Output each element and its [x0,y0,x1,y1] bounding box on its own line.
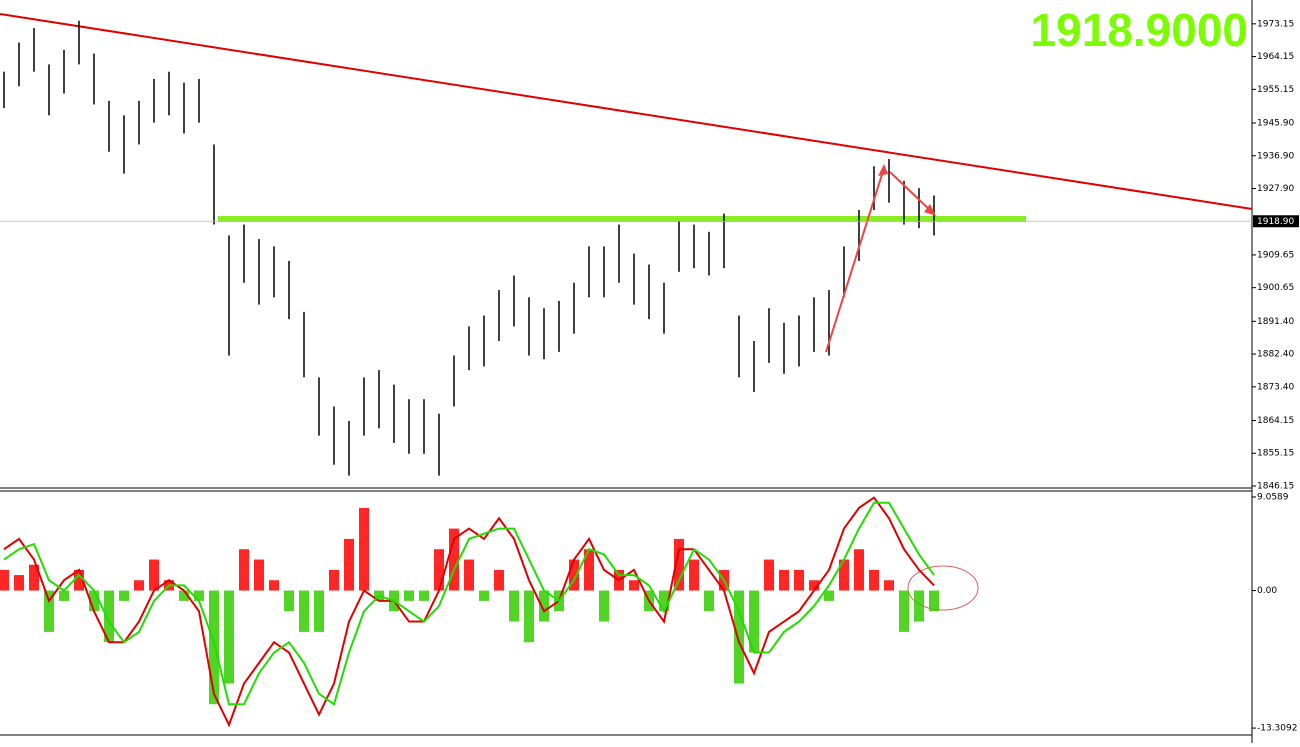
histogram-bar [779,569,789,591]
y-tick-label: 1891.40 [1257,317,1294,327]
last-price-box [1253,215,1299,228]
histogram-bar [899,590,909,632]
histogram-bar [329,569,339,591]
histogram-bar [599,590,609,622]
highlight-ellipse [907,565,979,611]
histogram-bar [299,590,309,632]
histogram-bar [239,549,249,591]
histogram-bar [659,590,669,612]
histogram-bar [434,549,444,591]
histogram-bar [929,590,939,612]
price-annotation: 1918.9000 [1031,4,1248,56]
histogram-bar [524,590,534,643]
y-tick-label: 1882.40 [1257,350,1294,360]
histogram-bar [269,580,279,591]
histogram-bar [734,590,744,684]
indicator-line [3,501,935,706]
histogram-bar [824,590,834,601]
price-bars [3,20,935,476]
histogram-bar [839,559,849,591]
histogram-bar [854,549,864,591]
arrow-up [825,167,885,353]
histogram-bar [89,590,99,612]
y-tick-label: 1927.90 [1257,184,1294,194]
arrow-head [924,204,936,216]
histogram-bar [119,590,129,601]
y-tick-label: 1855.15 [1257,449,1294,459]
histogram-bar [194,590,204,601]
y-tick-label: 1936.90 [1257,151,1294,161]
histogram-bar [59,590,69,601]
histogram-bar [209,590,219,705]
histogram-bar [569,559,579,591]
y-tick-label: 1955.15 [1257,85,1294,95]
histogram-bar [149,559,159,591]
y-tick-label: 1964.15 [1257,52,1294,62]
y-tick-label: 0.00 [1257,586,1277,596]
arrow-down [889,171,933,213]
y-tick-label: 1864.15 [1257,416,1294,426]
arrow-head [878,164,888,176]
histogram-bar [914,590,924,622]
histogram-bar [479,590,489,601]
histogram-bar [224,590,234,684]
histogram-bar [419,590,429,601]
last-price-label: 1918.90 [1257,217,1294,227]
histogram-bar [74,569,84,591]
histogram-bar [539,590,549,622]
indicator-line [3,496,935,728]
histogram-bar [794,569,804,591]
histogram-bar [584,549,594,591]
trend-line [0,13,1253,210]
histogram-bar [869,569,879,591]
y-tick-label: 1873.40 [1257,382,1294,392]
histogram-bar [674,538,684,591]
histogram-bar [134,580,144,591]
y-tick-label: 9.0589 [1257,492,1289,502]
y-tick-label: 1900.65 [1257,283,1294,293]
histogram-bar [254,559,264,591]
y-tick-label: 1909.65 [1257,250,1294,260]
histogram-bar [884,580,894,591]
histogram-bar [104,590,114,643]
histogram-bar [464,559,474,591]
y-tick-label: -13.3092 [1257,724,1297,734]
histogram-bar [749,590,759,653]
histogram-bar [44,590,54,632]
histogram-bar [179,590,189,601]
histogram-bar [494,569,504,591]
histogram-bar [509,590,519,622]
plot-area [0,0,1252,743]
histogram-bar [29,564,39,591]
histogram-bar [764,559,774,591]
histogram-bar [0,569,9,591]
histogram-bar [14,575,24,591]
histogram-bar [284,590,294,612]
histogram-bar [689,559,699,591]
histogram-bar [809,580,819,591]
y-tick-label: 1973.15 [1257,19,1294,29]
histogram-bar [359,507,369,591]
histogram-bar [404,590,414,601]
histogram-bar [704,590,714,612]
histogram-bar [629,580,639,591]
histogram-bar [344,538,354,591]
histogram-bar [314,590,324,632]
histogram-bar [449,528,459,591]
y-tick-label: 1846.15 [1257,481,1294,491]
y-tick-label: 1945.90 [1257,119,1294,129]
